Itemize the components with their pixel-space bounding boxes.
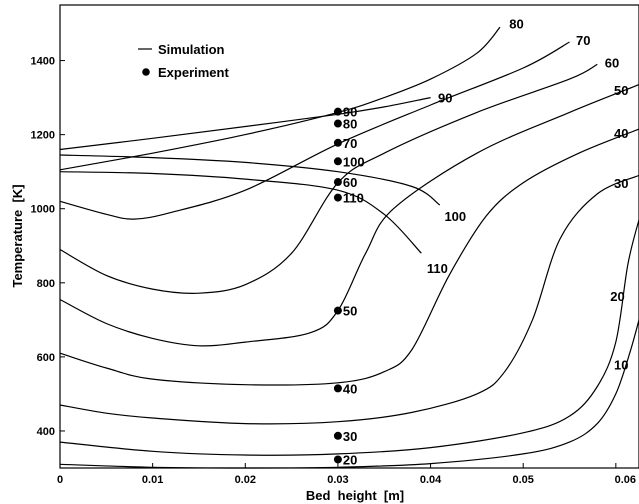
curve-label-70: 70 [576,33,590,48]
x-tick-label: 0.02 [235,474,256,486]
experiment-label-80: 80 [343,117,357,132]
x-tick-label: 0.03 [327,474,348,486]
legend: Simulation Experiment [138,42,229,80]
simulation-curves [59,26,639,469]
axis-ticks: 0 0.01 0.02 0.03 0.04 0.05 0.06 400 600 800 1000 12… [31,56,636,486]
curve-labels: 110 100 90 80 70 60 50 40 30 20 10 [427,17,629,373]
simulation-curve-30 [59,174,639,425]
legend-experiment-label: Experiment [158,65,229,80]
plot-frame [59,4,639,469]
y-tick-label: 400 [37,426,55,438]
y-tick-label: 600 [37,352,55,364]
experiment-label-100: 100 [343,154,365,169]
simulation-curve-90 [59,97,431,151]
experiment-point-110 [333,193,342,202]
y-tick-label: 1000 [31,204,55,216]
curve-label-90: 90 [438,91,452,106]
x-tick-label: 0.01 [142,474,163,486]
curve-label-60: 60 [605,55,619,70]
simulation-curve-70 [59,41,570,220]
simulation-curve-20 [59,219,639,456]
experiment-point-30 [333,431,342,440]
x-tick-label: 0.05 [512,474,533,486]
curve-label-10: 10 [614,357,628,372]
experiment-label-20: 20 [343,452,357,467]
experiment-label-110: 110 [343,191,364,206]
y-tick-label: 1400 [31,56,55,68]
simulation-curve-10 [59,319,639,469]
legend-simulation-label: Simulation [158,42,225,57]
experiment-label-50: 50 [343,304,357,319]
y-tick-label: 800 [37,278,55,290]
experiment-point-70 [333,138,342,147]
curve-label-30: 30 [614,176,628,191]
experiment-label-40: 40 [343,381,357,396]
plot-area [59,4,639,469]
experiment-label-30: 30 [343,429,357,444]
curve-label-40: 40 [614,126,628,141]
curve-label-50: 50 [614,83,628,98]
simulation-curve-110 [59,171,422,254]
experiment-point-20 [333,455,342,464]
experiment-point-80 [333,119,342,128]
curve-label-80: 80 [509,17,523,32]
x-tick-label: 0.06 [615,474,636,486]
simulation-curve-60 [59,63,598,294]
curve-label-100: 100 [444,209,466,224]
y-tick-label: 1200 [31,130,55,142]
x-tick-label: 0.04 [420,474,442,486]
experiment-label-70: 70 [343,136,357,151]
curve-label-110: 110 [427,261,448,276]
x-axis-label: Bed height [m] [306,488,404,503]
curve-label-20: 20 [610,289,624,304]
experiment-point-40 [333,384,342,393]
experiment-label-60: 60 [343,175,357,190]
experiment-point-100 [333,157,342,166]
experiment-point-50 [333,306,342,315]
y-axis-label: Temperature [K] [10,184,25,287]
simulation-curve-80 [59,26,501,171]
x-tick-label: 0 [57,474,63,486]
simulation-curve-100 [59,154,441,206]
simulation-curve-40 [59,128,639,386]
experiment-point-90 [333,107,342,116]
experiment-label-90: 90 [343,105,357,120]
legend-experiment-dot [142,68,150,76]
experiment-point-60 [333,178,342,187]
